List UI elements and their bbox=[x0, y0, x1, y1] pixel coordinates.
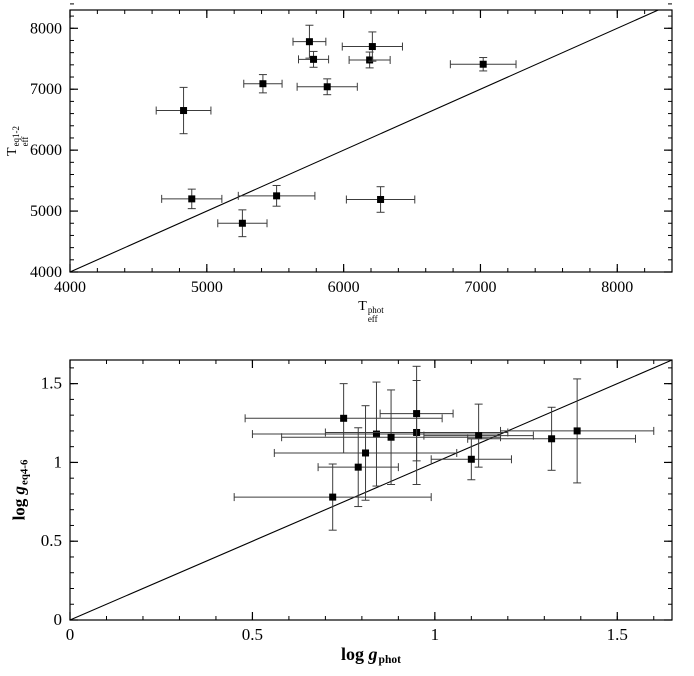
y-tick-label: 4000 bbox=[30, 264, 62, 281]
gravity-scatter-chart: 0 0.5 1 1.5 0 0.5 1 1.5 bbox=[41, 359, 673, 644]
axis-label-subscript: eff bbox=[20, 136, 31, 147]
axis-label-prefix: log bbox=[341, 644, 369, 664]
y-tick-label: 1.5 bbox=[41, 374, 62, 393]
y-tick-label: 6000 bbox=[30, 142, 62, 159]
data-point-square-marker bbox=[323, 83, 331, 91]
plot-frame bbox=[69, 359, 673, 621]
x-tick-label: 0 bbox=[66, 625, 75, 644]
axis-label-symbol: T bbox=[5, 147, 21, 156]
data-point-square-marker bbox=[305, 38, 313, 46]
axis-label-scripts: phot eff bbox=[367, 305, 384, 325]
data-point-square-marker bbox=[366, 56, 374, 64]
data-point-square-marker bbox=[238, 219, 246, 227]
axis-label-superscript: phot bbox=[378, 654, 401, 666]
axis-label-symbol: g bbox=[368, 644, 378, 664]
y-axis-label-logg-eq: log g eq4-6 bbox=[9, 460, 30, 521]
data-point-square-marker bbox=[372, 430, 380, 438]
data-point-square-marker bbox=[273, 192, 281, 200]
axis-label-symbol: g bbox=[9, 485, 29, 495]
data-point-square-marker bbox=[413, 410, 421, 418]
axis-label-scripts: eq1-2 eff bbox=[11, 126, 31, 147]
data-point-square-marker bbox=[340, 414, 348, 422]
data-point-square-marker bbox=[329, 493, 337, 501]
y-tick-label: 0 bbox=[54, 610, 63, 629]
x-tick-label: 4000 bbox=[54, 279, 86, 296]
axis-label-superscript: phot bbox=[367, 305, 384, 315]
axis-label-scripts: eq4-6 bbox=[18, 459, 31, 485]
x-tick-label: 7000 bbox=[464, 279, 496, 296]
data-point-square-marker bbox=[573, 427, 581, 435]
data-point-square-marker bbox=[368, 43, 376, 51]
data-point-square-marker bbox=[479, 60, 487, 68]
data-point-square-marker bbox=[259, 80, 267, 88]
data-point-square-marker bbox=[467, 455, 475, 463]
y-tick-label: 1 bbox=[54, 452, 63, 471]
identity-line bbox=[69, 359, 673, 621]
data-point-square-marker bbox=[354, 463, 362, 471]
data-point-square-marker bbox=[180, 107, 188, 115]
data-point-square-marker bbox=[377, 195, 385, 203]
axis-label-scripts: phot bbox=[379, 654, 401, 666]
x-tick-label: 6000 bbox=[328, 279, 360, 296]
y-tick-label: 7000 bbox=[30, 81, 62, 98]
axis-label-symbol: T bbox=[358, 299, 367, 314]
x-tick-label: 5000 bbox=[191, 279, 223, 296]
axis-label-prefix: log bbox=[9, 494, 29, 521]
identity-line bbox=[69, 9, 659, 273]
y-tick-label: 5000 bbox=[30, 203, 62, 220]
data-point-square-marker bbox=[310, 55, 318, 63]
y-tick-label: 8000 bbox=[30, 20, 62, 37]
axis-label-superscript: eq4-6 bbox=[18, 459, 31, 485]
axis-label-subscript: eff bbox=[367, 314, 378, 325]
data-point-square-marker bbox=[548, 435, 556, 443]
temperature-scatter-chart: 4000 5000 6000 7000 8000 4000 5000 6000 7000 8000 bbox=[30, 3, 673, 296]
x-tick-label: 8000 bbox=[601, 279, 633, 296]
data-point-square-marker bbox=[188, 195, 196, 203]
data-point-square-marker bbox=[362, 449, 370, 457]
data-point-square-marker bbox=[387, 433, 395, 441]
x-tick-label: 1 bbox=[431, 625, 440, 644]
x-tick-label: 1.5 bbox=[607, 625, 628, 644]
data-point-square-marker bbox=[475, 432, 483, 440]
y-tick-label: 0.5 bbox=[41, 531, 62, 550]
x-axis-label-logg-phot: log g phot bbox=[70, 644, 672, 666]
x-tick-label: 0.5 bbox=[242, 625, 263, 644]
